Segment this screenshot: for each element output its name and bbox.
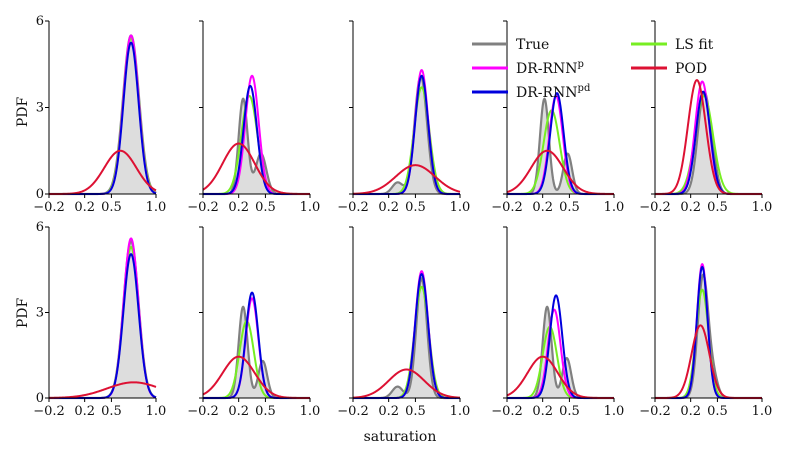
legend-label-superscript: p xyxy=(578,59,584,70)
series-line-ls_fit xyxy=(352,285,461,399)
true-density-fill xyxy=(353,278,460,398)
panel-0-0: −0.2 0.2 0.5 1.0 0 3 6 xyxy=(33,14,166,215)
series-line-pod xyxy=(352,368,461,399)
y-tick-label: 6 xyxy=(36,14,44,29)
panel-1-3: −0.2 0.2 0.5 1.0 xyxy=(491,226,625,419)
series-line-dr_rnn_pd xyxy=(352,273,461,399)
x-tick-label: 1.0 xyxy=(146,200,167,215)
x-tick-label: 1.0 xyxy=(146,404,167,419)
x-tick-label: 1.0 xyxy=(450,404,471,419)
x-tick-label: 1.0 xyxy=(752,200,773,215)
x-tick-label: 0.2 xyxy=(74,200,95,215)
panel-1-2: −0.2 0.2 0.5 1.0 xyxy=(337,226,471,419)
y-tick-label: 6 xyxy=(36,220,44,235)
panel-1-4: −0.2 0.2 0.5 1.0 xyxy=(639,226,773,419)
x-tick-label: 0.2 xyxy=(228,200,249,215)
x-tick-label: 1.0 xyxy=(752,404,773,419)
x-tick-label: −0.2 xyxy=(33,200,65,215)
legend-label-dr_rnn_pd: DR-RNNpd xyxy=(516,83,591,101)
panel-1-0: −0.2 0.2 0.5 1.0 0 3 6 xyxy=(33,220,166,419)
y-tick-label: 0 xyxy=(36,187,44,202)
x-tick-label: 0.5 xyxy=(101,404,122,419)
x-tick-label: 1.0 xyxy=(604,404,625,419)
series-line-pod xyxy=(48,381,157,399)
panel-1-1: −0.2 0.2 0.5 1.0 xyxy=(187,226,321,419)
panels-layer: −0.2 0.2 0.5 1.0 0 3 6 −0.2 0.2 0.5 1.0 −0.2 0.2 0.5 1… xyxy=(33,14,772,419)
legend-entry-true: True xyxy=(472,37,549,53)
x-tick-label: 0.5 xyxy=(405,200,426,215)
x-tick-label: 0.5 xyxy=(255,404,276,419)
x-tick-label: −0.2 xyxy=(337,200,369,215)
x-tick-label: 0.5 xyxy=(101,200,122,215)
true-density-fill xyxy=(203,98,310,194)
panel-0-2: −0.2 0.2 0.5 1.0 xyxy=(337,20,471,215)
legend-label-dr_rnn_p: DR-RNNp xyxy=(516,59,584,77)
series-line-ls_fit xyxy=(352,86,461,195)
x-tick-label: 0.2 xyxy=(532,200,553,215)
x-tick-label: 0.5 xyxy=(707,200,728,215)
x-tick-label: 0.2 xyxy=(680,404,701,419)
x-tick-label: −0.2 xyxy=(639,404,671,419)
x-tick-label: 0.5 xyxy=(405,404,426,419)
x-tick-label: 0.2 xyxy=(680,200,701,215)
legend-label-pod: POD xyxy=(675,61,707,77)
x-tick-label: 0.5 xyxy=(707,404,728,419)
y-tick-label: 3 xyxy=(36,306,44,321)
legend-entry-dr_rnn_pd: DR-RNNpd xyxy=(472,83,591,101)
x-tick-label: 0.5 xyxy=(559,404,580,419)
true-density-fill xyxy=(49,35,156,194)
legend-label-ls_fit: LS fit xyxy=(675,37,714,53)
legend-entry-pod: POD xyxy=(631,61,707,77)
x-tick-label: 0.5 xyxy=(559,200,580,215)
y-tick-label: 3 xyxy=(36,101,44,116)
y-tick-label: 0 xyxy=(36,391,44,406)
legend-entry-dr_rnn_p: DR-RNNp xyxy=(472,59,584,77)
x-tick-label: 0.2 xyxy=(378,200,399,215)
x-tick-label: −0.2 xyxy=(337,404,369,419)
legend-label-true: True xyxy=(516,37,549,53)
true-density-fill xyxy=(49,241,156,398)
legend-label-superscript: pd xyxy=(578,83,591,94)
series-line-pod xyxy=(352,164,461,195)
x-tick-label: 0.2 xyxy=(228,404,249,419)
x-tick-label: −0.2 xyxy=(491,200,523,215)
x-tick-label: −0.2 xyxy=(491,404,523,419)
y-axis-label-bottom: PDF xyxy=(15,298,31,329)
x-tick-label: 0.2 xyxy=(74,404,95,419)
x-tick-label: 0.2 xyxy=(378,404,399,419)
legend-entry-ls_fit: LS fit xyxy=(631,37,714,53)
panel-0-3: −0.2 0.2 0.5 1.0 xyxy=(491,20,625,215)
series-line-dr_rnn_p xyxy=(352,270,461,399)
x-tick-label: 1.0 xyxy=(300,404,321,419)
y-axis-label-top: PDF xyxy=(15,97,31,128)
x-axis-label: saturation xyxy=(364,429,437,445)
series-line-true xyxy=(352,277,461,400)
panel-0-1: −0.2 0.2 0.5 1.0 xyxy=(187,20,321,215)
panel-0-4: −0.2 0.2 0.5 1.0 xyxy=(639,20,773,215)
x-tick-label: 1.0 xyxy=(450,200,471,215)
x-tick-label: 0.5 xyxy=(255,200,276,215)
x-tick-label: −0.2 xyxy=(187,200,219,215)
x-tick-label: 1.0 xyxy=(604,200,625,215)
x-tick-label: −0.2 xyxy=(187,404,219,419)
x-tick-label: 1.0 xyxy=(300,200,321,215)
x-tick-label: −0.2 xyxy=(639,200,671,215)
x-tick-label: −0.2 xyxy=(33,404,65,419)
legend: True DR-RNNp DR-RNNpd LS fit POD xyxy=(472,37,714,101)
x-tick-label: 0.2 xyxy=(532,404,553,419)
